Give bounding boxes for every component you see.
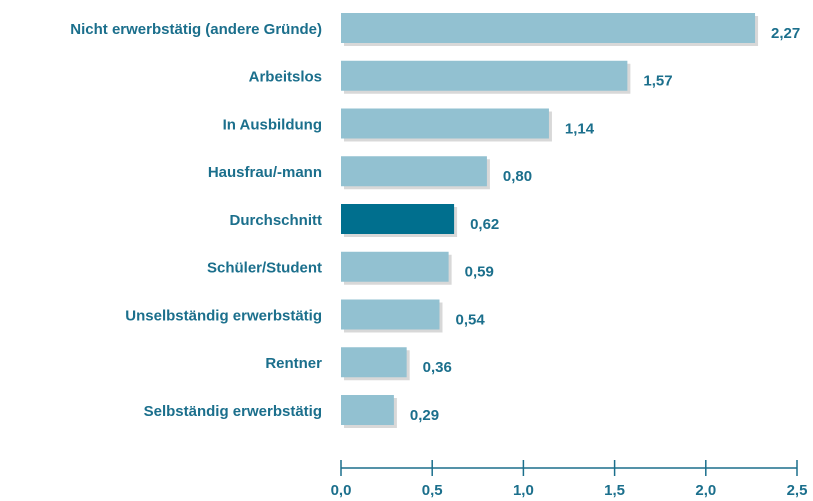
x-tick-label: 1,0 bbox=[513, 482, 534, 499]
bar bbox=[341, 395, 394, 425]
x-tick-label: 0,5 bbox=[422, 482, 443, 499]
x-tick-label: 1,5 bbox=[604, 482, 625, 499]
category-label: Schüler/Student bbox=[207, 260, 322, 277]
category-label: Durchschnitt bbox=[229, 212, 322, 229]
bar bbox=[341, 108, 549, 139]
value-label: 1,14 bbox=[565, 120, 595, 137]
bar bbox=[341, 251, 449, 282]
category-label: Hausfrau/-mann bbox=[208, 164, 322, 181]
x-tick-label: 0,0 bbox=[331, 482, 352, 499]
x-tick-label: 2,0 bbox=[695, 482, 716, 499]
bar bbox=[341, 60, 628, 91]
category-label: Rentner bbox=[265, 355, 322, 372]
value-label: 1,57 bbox=[643, 73, 672, 90]
category-label: Arbeitslos bbox=[249, 69, 322, 86]
value-label: 0,29 bbox=[410, 407, 439, 424]
bar bbox=[341, 347, 407, 378]
value-label: 0,62 bbox=[470, 216, 499, 233]
category-label: Nicht erwerbstätig (andere Gründe) bbox=[70, 21, 322, 38]
x-tick-label: 2,5 bbox=[787, 482, 808, 499]
value-label: 0,59 bbox=[465, 264, 494, 281]
category-label: Unselbständig erwerbstätig bbox=[125, 307, 322, 324]
category-label: Selbständig erwerbstätig bbox=[144, 403, 322, 420]
bar bbox=[341, 299, 440, 330]
value-label: 0,80 bbox=[503, 168, 532, 185]
bar bbox=[341, 156, 487, 187]
category-label: In Ausbildung bbox=[223, 116, 322, 133]
bar bbox=[341, 204, 455, 234]
value-label: 0,54 bbox=[455, 311, 485, 328]
bar bbox=[341, 13, 756, 43]
value-label: 0,36 bbox=[423, 359, 452, 376]
value-label: 2,27 bbox=[771, 25, 800, 42]
